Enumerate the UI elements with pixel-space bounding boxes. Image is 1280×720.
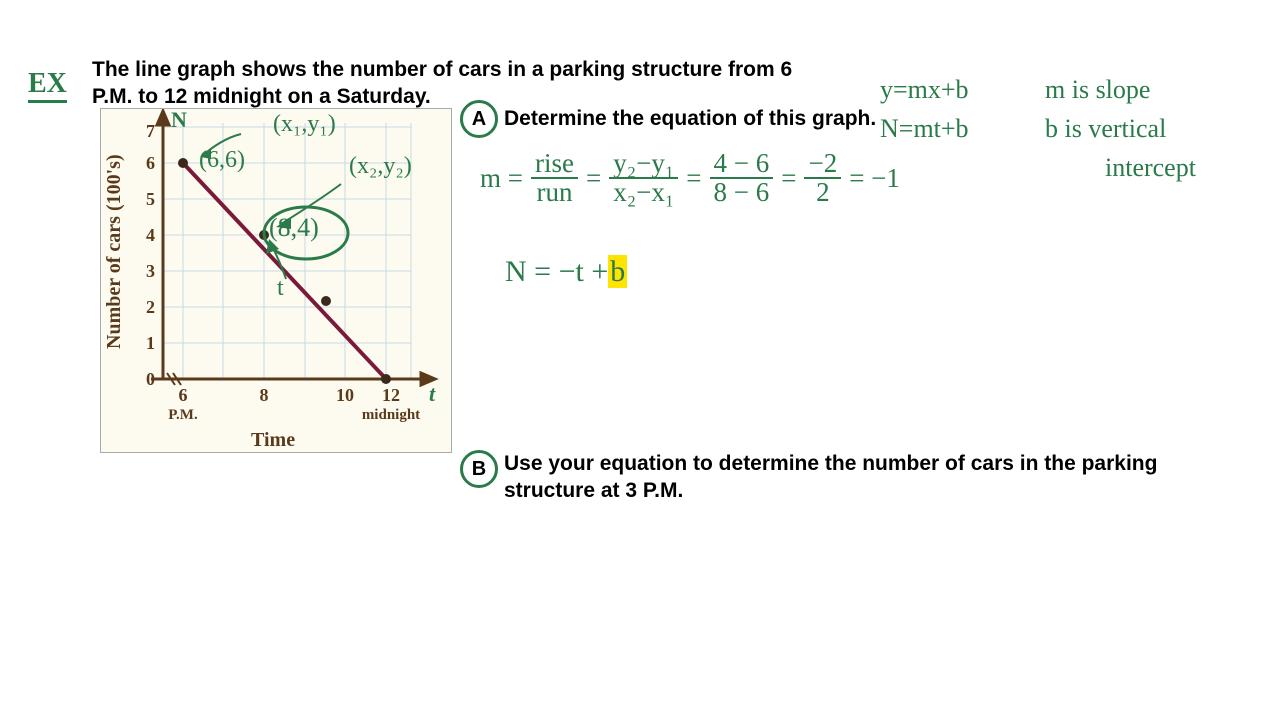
svg-text:N: N: [171, 109, 187, 132]
hw-slope-intercept: y=mx+b N=mt+b: [880, 70, 969, 148]
eq2: =: [686, 163, 701, 194]
svg-text:6: 6: [179, 385, 188, 405]
hw-notes: m is slope b is vertical intercept: [1045, 70, 1196, 187]
svg-text:12: 12: [382, 385, 400, 405]
part-b-text: Use your equation to determine the numbe…: [504, 450, 1244, 505]
frac-den: 8 − 6: [710, 179, 774, 206]
svg-text:2: 2: [146, 297, 155, 317]
frac-den: run: [532, 179, 576, 206]
svg-text:7: 7: [146, 121, 155, 141]
eq3: =: [781, 163, 796, 194]
annotation-x2y2: (x₂,y₂): [349, 153, 412, 180]
part-b: B Use your equation to determine the num…: [460, 450, 1244, 505]
frac-4-6: 4 − 6 8 − 6: [710, 150, 774, 206]
svg-text:5: 5: [146, 189, 155, 209]
frac-num: 4 − 6: [710, 150, 774, 179]
svg-text:4: 4: [146, 225, 155, 245]
svg-text:midnight: midnight: [362, 407, 420, 423]
eq-pre: N = −t +: [505, 255, 608, 288]
frac-2-2: −2 2: [804, 150, 841, 206]
formula-nmtb: N=mt+b: [880, 109, 969, 148]
eq1: =: [586, 163, 601, 194]
note-intercept: intercept: [1045, 148, 1196, 187]
slope-calculation: m = rise run = y₂−y₁ x₂−x₁ = 4 − 6 8 − 6…: [480, 150, 900, 206]
highlighted-b: b: [608, 255, 627, 288]
note-b-vertical: b is vertical: [1045, 109, 1196, 148]
annotation-x1y1: (x₁,y₁): [273, 111, 336, 138]
frac-num: y₂−y₁: [609, 150, 678, 179]
frac-y2y1: y₂−y₁ x₂−x₁: [609, 150, 678, 206]
slope-m: m =: [480, 163, 523, 194]
part-a-text: Determine the equation of this graph.: [504, 105, 876, 132]
frac-num: rise: [531, 150, 578, 179]
svg-text:0: 0: [146, 369, 155, 389]
part-a-letter: A: [460, 100, 498, 138]
example-label: EX: [28, 68, 67, 103]
annotation-p2-coords: (8,4): [269, 213, 319, 243]
svg-text:10: 10: [336, 385, 354, 405]
annotation-t: t: [277, 275, 284, 302]
graph-container: Number of cars (100's) Time: [100, 108, 452, 453]
equation-n-t-b: N = −t +b: [505, 255, 627, 289]
formula-ymxb: y=mx+b: [880, 70, 969, 109]
note-m-slope: m is slope: [1045, 70, 1196, 109]
svg-text:3: 3: [146, 261, 155, 281]
frac-num: −2: [804, 150, 841, 179]
svg-text:8: 8: [260, 385, 269, 405]
frac-den: x₂−x₁: [609, 179, 678, 206]
part-b-letter: B: [460, 450, 498, 488]
annotation-p1-coords: (6,6): [199, 147, 245, 174]
svg-text:P.M.: P.M.: [168, 407, 198, 423]
svg-text:1: 1: [146, 333, 155, 353]
part-a: A Determine the equation of this graph.: [460, 100, 876, 138]
slope-result: = −1: [849, 163, 900, 194]
svg-text:6: 6: [146, 153, 155, 173]
frac-den: 2: [812, 179, 834, 206]
frac-rise-run: rise run: [531, 150, 578, 206]
svg-text:t: t: [429, 381, 436, 406]
